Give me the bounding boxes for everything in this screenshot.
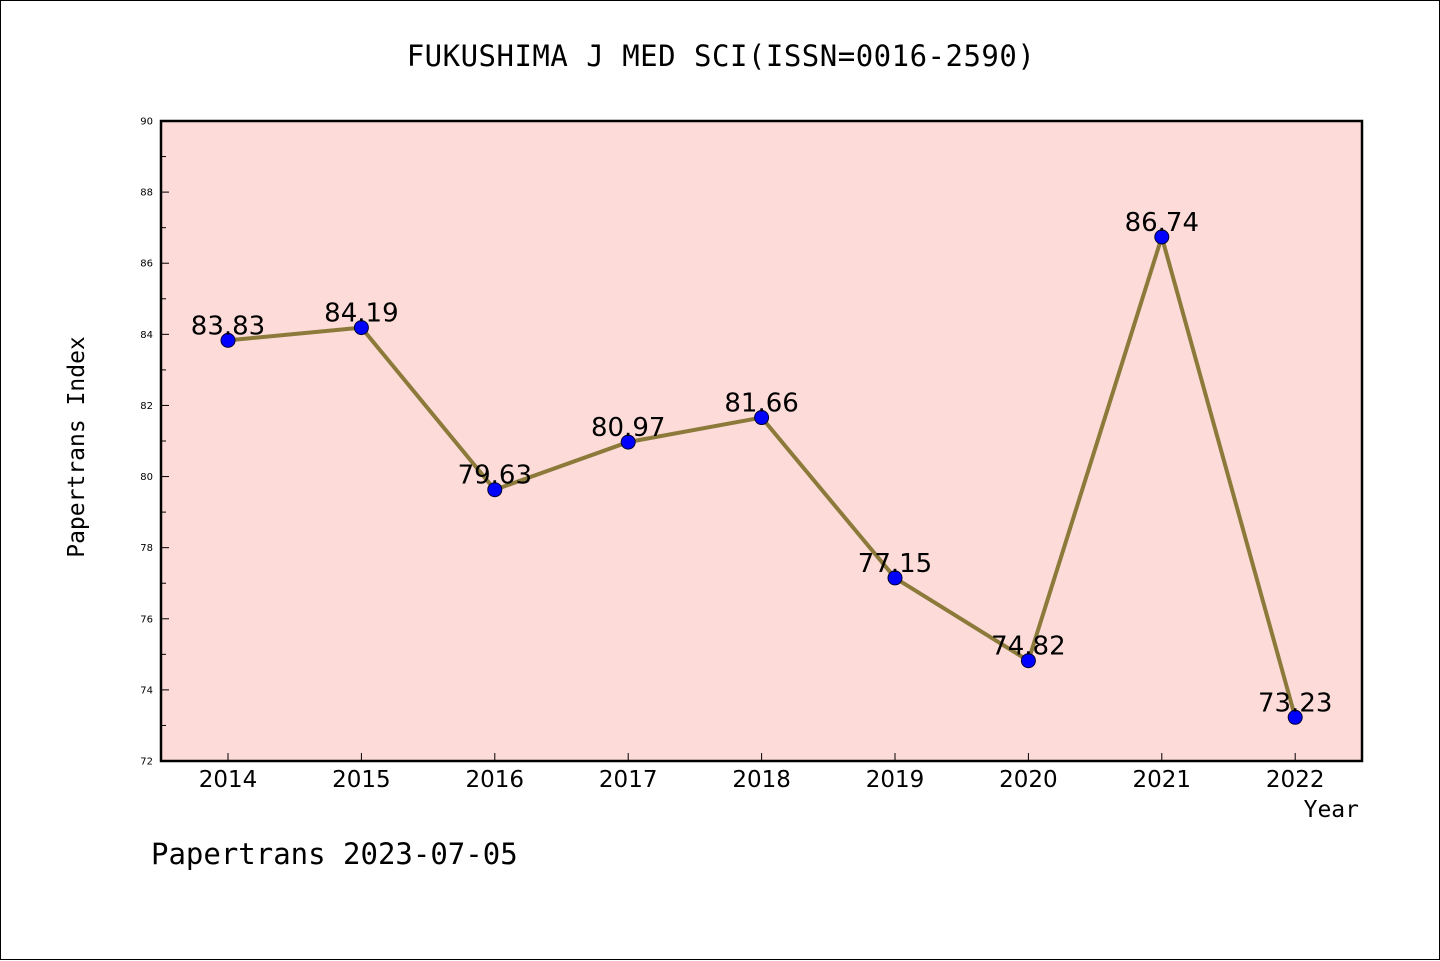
x-tick-label: 2018 [732,767,791,793]
plot-area [161,121,1362,761]
data-label: 81.66 [724,389,798,419]
x-tick-label: 2017 [599,767,658,793]
data-point [220,332,236,348]
y-tick-label: 80 [140,472,153,483]
data-label: 73.23 [1258,688,1332,718]
data-label: 80.97 [591,413,665,443]
y-tick-label: 84 [140,330,153,341]
data-point [620,434,636,450]
y-tick-label: 86 [140,259,153,270]
footer-text: Papertrans 2023-07-05 [151,837,518,871]
x-tick-label: 2022 [1266,767,1325,793]
plot-border [159,119,1364,763]
x-tick-label: 2015 [332,767,391,793]
x-tick-label: 2021 [1133,767,1192,793]
x-tick-label: 2020 [999,767,1058,793]
data-point [353,320,369,336]
data-point [1154,229,1170,245]
data-point [487,482,503,498]
data-label: 84.19 [324,299,398,329]
data-point [887,570,903,586]
data-point [1287,709,1303,725]
y-tick-label: 74 [140,685,153,696]
y-tick-label: 76 [140,614,153,625]
data-label: 79.63 [458,461,532,491]
x-tick-label: 2014 [199,767,258,793]
data-point [754,410,770,426]
x-tick-label: 2019 [866,767,925,793]
x-tick-label: 2016 [466,767,525,793]
y-tick-label: 78 [140,543,153,554]
data-label: 74.82 [991,632,1065,662]
y-tick-label: 82 [140,401,153,412]
y-tick-label: 72 [140,757,153,768]
data-label: 83.83 [191,311,265,341]
data-label: 77.15 [858,549,932,579]
data-label: 86.74 [1125,208,1199,238]
y-tick-label: 90 [140,117,153,128]
y-tick-label: 88 [140,188,153,199]
x-axis-label: Year [1303,797,1359,823]
data-point [1020,653,1036,669]
chart-title: FUKUSHIMA J MED SCI(ISSN=0016-2590) [406,39,1036,73]
